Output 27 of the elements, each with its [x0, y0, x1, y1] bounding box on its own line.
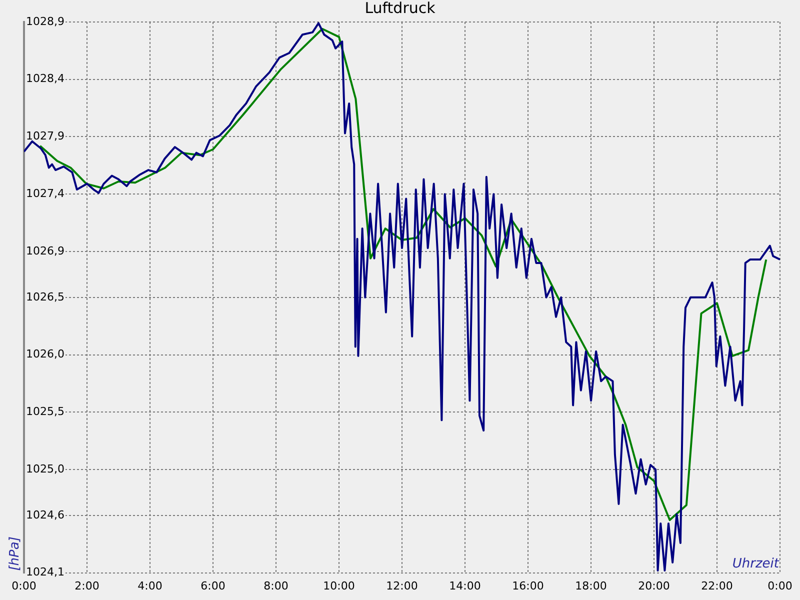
y-tick-label: 1025,0	[26, 462, 64, 476]
x-tick-label: 8:00	[264, 579, 288, 592]
y-tick-label: 1026,5	[26, 290, 64, 304]
y-tick-label: 1026,0	[26, 348, 64, 361]
y-tick-label: 1024,1	[26, 566, 64, 579]
x-tick-label: 2:00	[74, 579, 100, 592]
y-tick-label: 1026,9	[26, 244, 64, 258]
x-axis-title: Uhrzeit	[732, 556, 780, 572]
x-tick-label: 0:00	[768, 579, 792, 592]
x-tick-label: 12:00	[386, 579, 418, 592]
y-tick-label: 1028,4	[26, 72, 64, 86]
x-tick-label: 16:00	[512, 579, 544, 592]
y-tick-label: 1027,4	[26, 186, 64, 200]
x-tick-label: 22:00	[701, 579, 733, 592]
x-tick-label: 18:00	[575, 579, 607, 592]
x-tick-label: 6:00	[200, 579, 226, 592]
x-tick-label: 14:00	[449, 579, 481, 592]
x-tick-label: 4:00	[138, 579, 162, 592]
y-tick-label: 1028,9	[26, 14, 64, 28]
x-tick-label: 10:00	[323, 579, 355, 592]
y-axis-title: [hPa]	[7, 536, 22, 571]
x-tick-label: 0:00	[12, 579, 36, 592]
chart-title: Luftdruck	[364, 0, 436, 17]
y-tick-label: 1025,5	[26, 405, 64, 418]
x-tick-label: 20:00	[638, 579, 670, 592]
y-tick-label: 1027,9	[26, 130, 64, 143]
y-tick-label: 1024,6	[26, 508, 64, 522]
